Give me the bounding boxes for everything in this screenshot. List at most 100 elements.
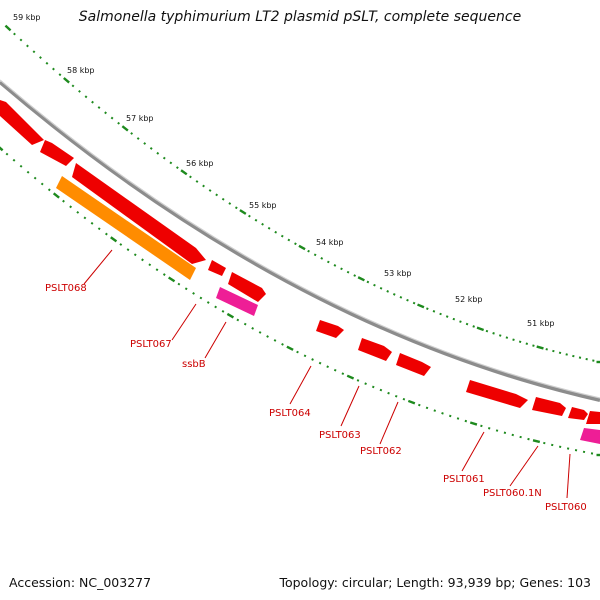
- ruler-minor-tick: [202, 184, 205, 188]
- ruler-minor-tick: [189, 175, 192, 179]
- gene-arrow[interactable]: [586, 411, 600, 424]
- ruler-minor-tick: [221, 197, 225, 201]
- ruler-minor-tick: [228, 202, 232, 205]
- ruler-minor-tick: [441, 412, 444, 415]
- ruler-minor-tick: [136, 137, 140, 140]
- ruler-minor-tick: [19, 164, 23, 168]
- ruler-minor-tick: [585, 357, 588, 361]
- ruler-minor-tick: [456, 417, 460, 420]
- ruler-minor-tick: [366, 280, 370, 284]
- ruler-minor-tick: [439, 312, 442, 316]
- ruler-minor-tick: [572, 354, 575, 358]
- ruler-minor-tick: [333, 368, 337, 372]
- ruler-major-tick: [357, 276, 365, 282]
- ruler-minor-tick: [162, 273, 166, 276]
- gene-arrow[interactable]: [316, 320, 344, 338]
- ruler-minor-tick: [387, 391, 390, 395]
- gene-arrow[interactable]: [72, 163, 206, 264]
- ruler-minor-tick: [234, 206, 238, 210]
- ruler-minor-tick: [78, 89, 81, 93]
- ruler-minor-tick: [133, 253, 137, 257]
- ruler-minor-tick: [433, 409, 437, 412]
- gene-label[interactable]: PSLT061: [443, 474, 485, 485]
- ruler-minor-tick: [266, 335, 269, 338]
- ruler-minor-tick: [117, 121, 121, 125]
- ruler-minor-tick: [511, 433, 514, 437]
- ruler-minor-tick: [498, 334, 502, 337]
- gene-orange-psl068[interactable]: [56, 176, 196, 280]
- ruler-minor-tick: [558, 445, 562, 448]
- ruler-minor-tick: [353, 274, 357, 277]
- ruler-minor-tick: [326, 365, 329, 369]
- ruler-minor-tick: [582, 450, 586, 454]
- gene-label[interactable]: PSLT062: [360, 446, 402, 457]
- kbp-label: 57 kbp: [126, 114, 154, 123]
- ruler-major-tick: [596, 360, 600, 364]
- gene-pink-ssbb[interactable]: [216, 287, 258, 316]
- ruler-minor-tick: [426, 307, 429, 310]
- ruler-minor-tick: [287, 238, 291, 242]
- ruler-major-tick: [63, 77, 70, 84]
- ruler-minor-tick: [445, 315, 449, 318]
- gene-label[interactable]: ssbB: [182, 359, 206, 370]
- ruler-minor-tick: [243, 322, 247, 326]
- gene-arrow[interactable]: [396, 353, 431, 376]
- gene-arrow[interactable]: [568, 407, 588, 420]
- leader-line: [461, 431, 485, 472]
- gene-label[interactable]: PSLT067: [130, 339, 172, 350]
- ruler-minor-tick: [379, 388, 383, 392]
- gene-arrow[interactable]: [358, 338, 392, 361]
- ruler-minor-tick: [148, 263, 152, 267]
- label-leaders: [83, 249, 571, 499]
- gene-arrow[interactable]: [532, 397, 566, 416]
- ruler-minor-tick: [76, 210, 80, 214]
- ruler-minor-tick: [432, 310, 436, 313]
- ruler-minor-tick: [505, 336, 509, 339]
- ruler-minor-tick: [543, 441, 546, 445]
- ruler-minor-tick: [5, 152, 9, 156]
- ruler-minor-tick: [551, 443, 554, 447]
- ruler-minor-tick: [512, 338, 515, 341]
- leader-line: [509, 445, 539, 487]
- gene-pink-psl060[interactable]: [580, 428, 600, 444]
- kbp-label: 58 kbp: [67, 66, 95, 75]
- ruler-minor-tick: [566, 447, 570, 450]
- ruler-minor-tick: [26, 44, 29, 48]
- ruler-minor-tick: [402, 397, 406, 401]
- gene-arrow[interactable]: [228, 272, 266, 302]
- gene-label[interactable]: PSLT068: [45, 283, 87, 294]
- gene-label[interactable]: PSLT064: [269, 408, 311, 419]
- ruler-major-tick: [168, 276, 176, 283]
- ruler-minor-tick: [280, 234, 284, 238]
- ruler-minor-tick: [195, 180, 199, 183]
- ruler-minor-tick: [155, 268, 159, 272]
- ruler-minor-tick: [130, 132, 134, 135]
- ruler-minor-tick: [91, 100, 94, 104]
- ruler-minor-tick: [13, 32, 16, 36]
- ruler-minor-tick: [39, 56, 42, 59]
- ruler-minor-tick: [448, 414, 452, 418]
- leader-line: [379, 401, 399, 445]
- kbp-label: 52 kbp: [455, 295, 483, 304]
- ruler-minor-tick: [273, 339, 277, 342]
- ruler-minor-tick: [97, 227, 101, 231]
- ruler-minor-tick: [406, 298, 409, 302]
- leader-line: [204, 321, 227, 359]
- gene-label[interactable]: PSLT060.1N: [483, 488, 542, 499]
- ruler-minor-tick: [221, 309, 225, 313]
- gene-label[interactable]: PSLT063: [319, 430, 361, 441]
- ruler-minor-tick: [214, 305, 217, 309]
- ruler-minor-tick: [318, 361, 322, 365]
- gene-arrow[interactable]: [0, 100, 44, 145]
- ruler-minor-tick: [386, 290, 390, 293]
- gene-arrow[interactable]: [40, 140, 74, 166]
- ruler-major-tick: [121, 125, 129, 132]
- ruler-minor-tick: [399, 296, 403, 299]
- gene-arrow[interactable]: [208, 260, 226, 276]
- gene-arrow[interactable]: [466, 380, 528, 408]
- ruler-minor-tick: [199, 296, 203, 300]
- ruler-minor-tick: [143, 142, 147, 145]
- gene-label[interactable]: PSLT060: [545, 502, 587, 513]
- ruler-minor-tick: [97, 106, 101, 109]
- ruler-major-tick: [239, 209, 247, 215]
